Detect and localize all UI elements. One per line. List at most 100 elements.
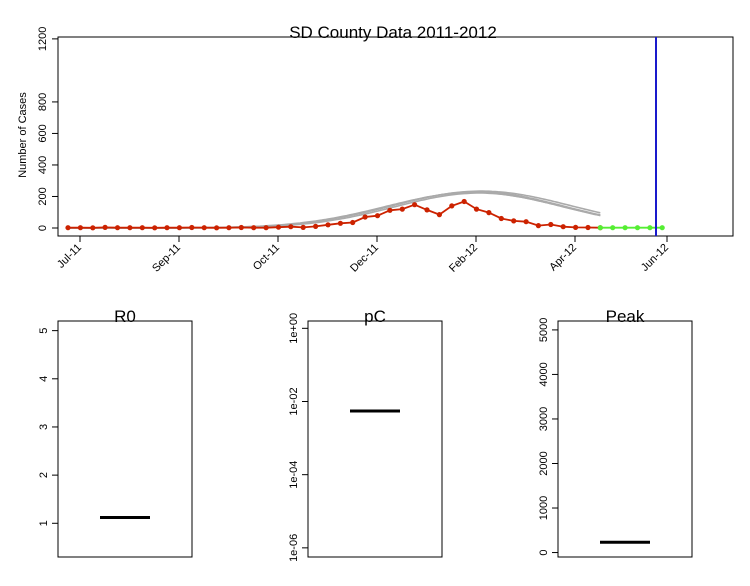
main-plot-frame [57, 36, 734, 237]
observed-point [176, 225, 182, 231]
observed-point [436, 212, 442, 218]
main-y-tick-label: 600 [37, 124, 49, 142]
r0-frame [57, 320, 193, 558]
pc-frame [307, 320, 443, 558]
panel-y-tick-label: 4000 [538, 362, 550, 386]
observed-point [214, 225, 220, 231]
main-x-axis: Jul-11 Sep-11 Oct-11 Dec-11 Feb-12 Apr-12 Jun-… [55, 236, 671, 275]
observed-point [65, 225, 71, 231]
observed-point [387, 207, 393, 213]
observed-series [65, 198, 603, 231]
panel-y-tick-label: 5 [38, 328, 50, 334]
main-y-axis: 0 200 400 600 800 1200 [37, 27, 58, 231]
main-plot: SD County Data 2011-2012 Number of Cases… [17, 23, 734, 275]
observed-point [337, 220, 343, 226]
observed-point [300, 224, 306, 230]
observed-point [523, 219, 529, 225]
peak-panel: Peak 0 1000 2000 3000 4000 5000 [538, 307, 693, 558]
observed-point [226, 225, 232, 231]
main-y-tick-label: 800 [37, 93, 49, 111]
observed-point [90, 225, 96, 231]
observed-point [449, 203, 455, 209]
observed-point [127, 225, 133, 231]
panel-y-tick-label: 1e-02 [288, 387, 300, 415]
observed-point [139, 225, 145, 231]
observed-point [102, 224, 108, 230]
forecast-point [622, 225, 628, 231]
pc-y-axis: 1e-06 1e-04 1e-02 1e+00 [288, 313, 308, 562]
panel-y-tick-label: 2000 [538, 451, 550, 475]
panel-y-tick-label: 1 [38, 520, 50, 526]
observed-point [424, 207, 430, 213]
forecast-series [597, 225, 665, 231]
observed-point [548, 221, 554, 228]
observed-point [77, 225, 83, 231]
main-y-tick-label: 200 [37, 187, 49, 205]
main-x-tick-label: Apr-12 [547, 242, 579, 274]
observed-point [511, 218, 517, 224]
main-x-tick-label: Oct-11 [251, 242, 282, 273]
observed-point [374, 213, 381, 219]
observed-point [486, 210, 492, 216]
observed-point [412, 202, 418, 208]
observed-point [275, 224, 282, 230]
model-fit-curve [68, 191, 601, 229]
y-axis-label: Number of Cases [17, 92, 29, 178]
main-y-tick-label: 0 [37, 225, 49, 231]
panel-y-tick-label: 2 [38, 472, 50, 478]
panel-y-tick-label: 1e+00 [288, 313, 300, 344]
observed-point [238, 224, 244, 231]
main-y-tick-label: 400 [37, 156, 49, 174]
observed-point [461, 198, 467, 205]
panel-y-tick-label: 3000 [538, 407, 550, 431]
panel-y-tick-label: 5000 [538, 318, 550, 342]
pc-panel: pC 1e-06 1e-04 1e-02 1e+00 [288, 307, 443, 562]
panel-y-tick-label: 1e-04 [288, 461, 300, 489]
panel-y-tick-label: 4 [38, 376, 50, 382]
panel-y-tick-label: 1000 [538, 496, 550, 520]
forecast-point [597, 225, 603, 231]
observed-point [313, 223, 319, 229]
observed-point [164, 225, 170, 231]
observed-point [114, 225, 121, 231]
observed-point [325, 222, 331, 228]
r0-title: R0 [114, 307, 136, 326]
model-fit-curve [68, 192, 601, 229]
observed-point [350, 219, 356, 226]
main-title: SD County Data 2011-2012 [289, 23, 497, 42]
panel-y-tick-label: 1e-06 [288, 534, 300, 562]
main-x-tick-label: Feb-12 [447, 242, 480, 275]
observed-point [362, 214, 368, 220]
panel-y-tick-label: 0 [538, 549, 550, 555]
observed-point [189, 224, 195, 231]
observed-point [573, 224, 579, 230]
observed-point [535, 223, 542, 229]
main-x-tick-label: Jul-11 [55, 242, 84, 271]
observed-point [473, 206, 480, 212]
observed-point [263, 225, 269, 231]
r0-y-axis: 1 2 3 4 5 [38, 328, 58, 526]
peak-y-axis: 0 1000 2000 3000 4000 5000 [538, 318, 558, 556]
peak-frame [557, 320, 693, 558]
forecast-point [659, 225, 665, 231]
main-x-tick-label: Jun-12 [639, 242, 671, 274]
main-x-tick-label: Sep-11 [150, 242, 183, 275]
model-fit-curves [68, 190, 601, 229]
observed-point [251, 225, 257, 231]
pc-title: pC [364, 307, 386, 326]
panel-y-tick-label: 3 [38, 424, 50, 430]
observed-point [201, 225, 207, 231]
observed-point [399, 206, 405, 212]
observed-point [560, 224, 566, 230]
main-x-tick-label: Dec-11 [348, 242, 381, 275]
forecast-point [647, 225, 653, 231]
observed-point [152, 225, 158, 231]
observed-point [498, 215, 504, 222]
forecast-point [634, 225, 641, 231]
r0-panel: R0 1 2 3 4 5 [38, 307, 193, 558]
observed-point [288, 224, 294, 230]
forecast-point [610, 225, 616, 231]
main-y-tick-label: 1200 [37, 27, 49, 51]
observed-point [585, 224, 591, 231]
